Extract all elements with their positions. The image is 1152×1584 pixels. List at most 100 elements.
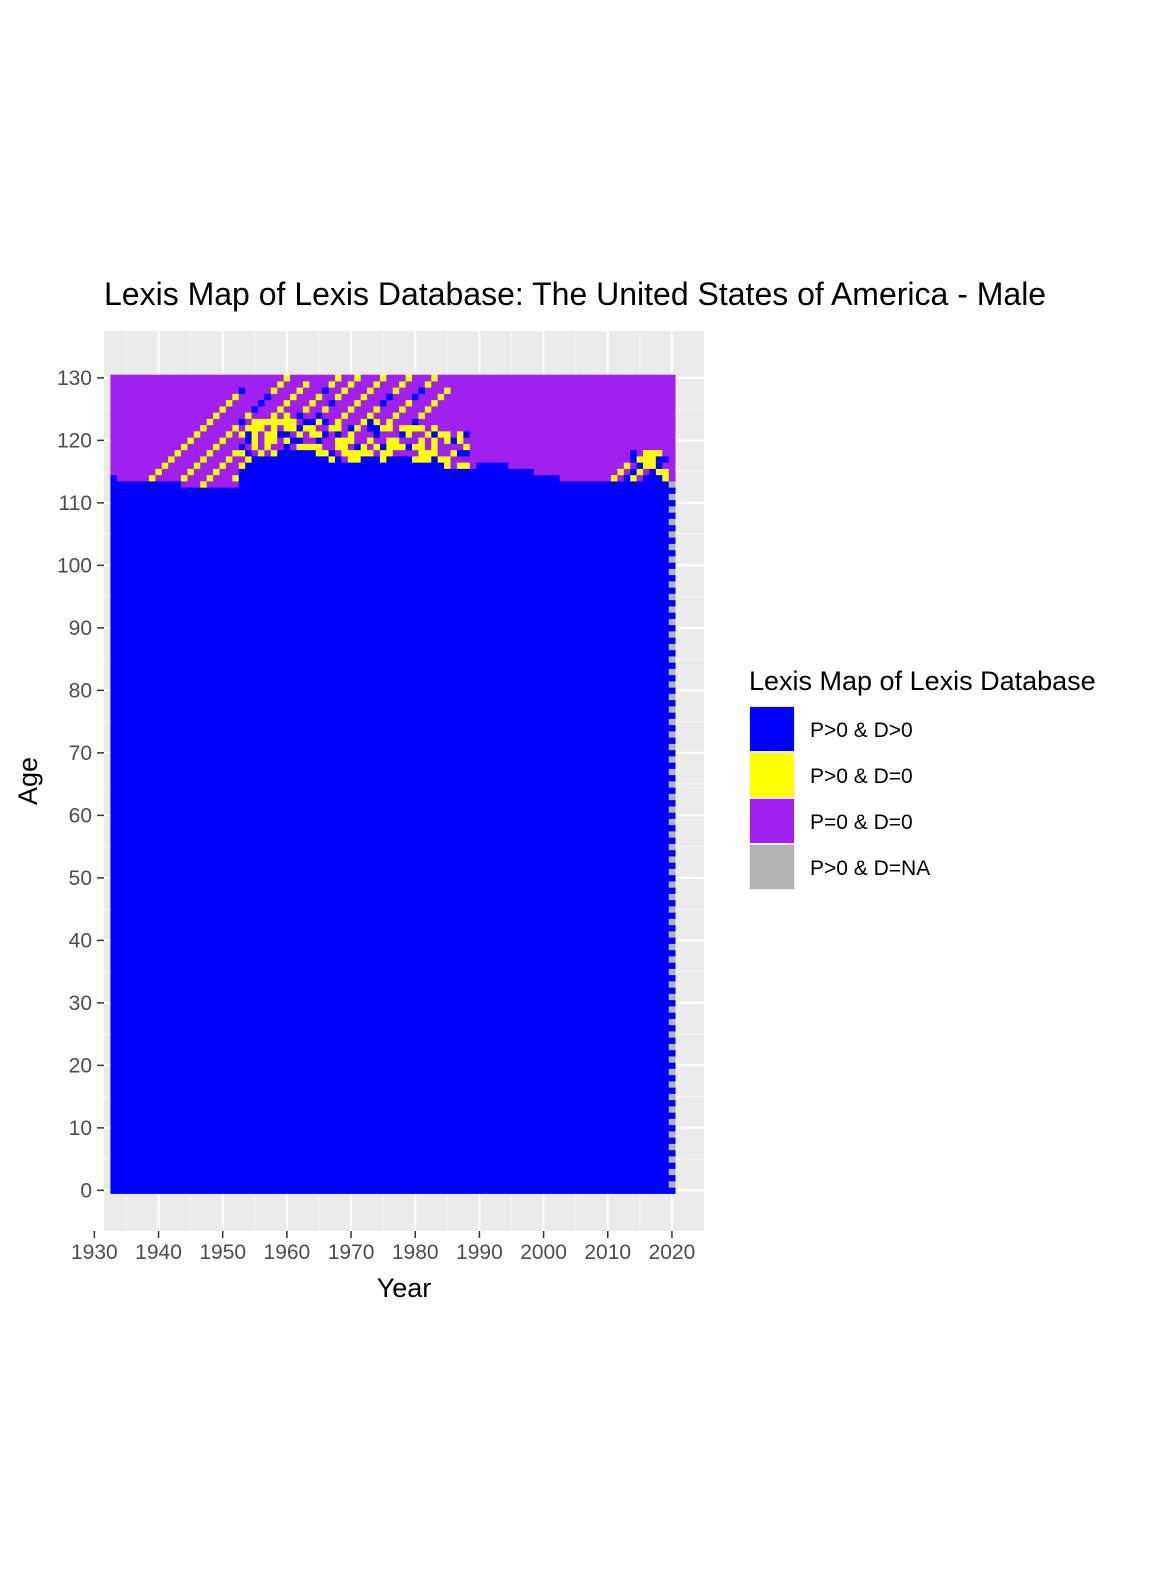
heatmap-cell (386, 374, 394, 394)
heatmap-cell (437, 399, 445, 432)
heatmap-cell (668, 674, 676, 682)
heatmap-cell (668, 1081, 676, 1088)
heatmap-cell (258, 399, 265, 407)
heatmap-cell (431, 374, 439, 382)
legend-item: P=0 & D=0 (749, 798, 913, 844)
legend-item: P>0 & D=0 (749, 752, 913, 798)
heatmap-cell (155, 474, 163, 482)
heatmap-cell (495, 374, 503, 463)
heatmap-cell (668, 662, 676, 669)
heatmap-cell (668, 881, 676, 888)
heatmap-cell (668, 506, 676, 513)
heatmap-cell (405, 406, 413, 426)
heatmap-cell (444, 387, 451, 394)
heatmap-cell (668, 937, 676, 944)
heatmap-cell (245, 431, 252, 444)
heatmap-cell (264, 374, 272, 394)
heatmap-cell (424, 387, 432, 407)
heatmap-cell (360, 374, 368, 394)
heatmap-cell (424, 449, 432, 463)
heatmap-cell (354, 462, 362, 1194)
heatmap-cell (450, 374, 458, 438)
heatmap-cell (373, 449, 381, 457)
y-tick-label: 0 (80, 1179, 92, 1202)
heatmap-cell (219, 437, 227, 444)
legend-item: P>0 & D>0 (749, 706, 913, 752)
heatmap-cell (405, 437, 413, 444)
heatmap-cell (148, 481, 156, 1194)
heatmap-cell (668, 543, 676, 551)
heatmap-cell (367, 431, 374, 438)
heatmap-cell (219, 443, 227, 463)
heatmap-cell (123, 481, 131, 1194)
heatmap-cell (309, 418, 317, 426)
heatmap-cell (373, 437, 381, 444)
heatmap-cell (668, 956, 676, 963)
heatmap-cell (270, 412, 278, 444)
heatmap-cell (668, 1062, 676, 1069)
heatmap-cell (335, 449, 342, 457)
heatmap-cell (392, 393, 400, 413)
heatmap-cell (405, 456, 413, 1194)
heatmap-cell (418, 374, 426, 388)
heatmap-cell (315, 393, 323, 401)
heatmap-cell (232, 374, 240, 394)
heatmap-cell (354, 406, 362, 426)
heatmap-cell (379, 449, 387, 463)
heatmap-cell (668, 1149, 676, 1157)
heatmap-cell (540, 474, 548, 1194)
heatmap-cell (302, 387, 310, 407)
heatmap-cell (322, 437, 329, 451)
heatmap-cell (668, 862, 676, 869)
heatmap-cell (354, 443, 362, 451)
heatmap-cell (290, 443, 297, 451)
heatmap-cell (264, 393, 272, 401)
heatmap-cell (309, 443, 317, 451)
heatmap-cell (668, 974, 676, 982)
heatmap-cell (296, 437, 304, 444)
heatmap-cell (181, 487, 188, 1194)
heatmap-cell (155, 374, 163, 469)
heatmap-cell (187, 468, 195, 476)
heatmap-cell (668, 1031, 676, 1038)
heatmap-cell (527, 468, 535, 1194)
heatmap-cell (309, 424, 317, 438)
heatmap-cell (232, 393, 240, 401)
legend-swatch (750, 753, 794, 797)
heatmap-cell (206, 374, 214, 419)
heatmap-cell (354, 431, 362, 444)
heatmap-cell (617, 374, 625, 469)
heatmap-cell (168, 462, 175, 482)
heatmap-cell (225, 487, 233, 1194)
heatmap-cell (367, 437, 374, 444)
heatmap-cell (193, 437, 201, 463)
heatmap-cell (367, 374, 374, 388)
heatmap-cell (630, 374, 638, 451)
heatmap-cell (668, 856, 676, 863)
heatmap-cell (200, 374, 208, 426)
heatmap-cell (418, 418, 426, 426)
heatmap-cell (591, 374, 599, 482)
heatmap-cell (450, 468, 458, 1194)
heatmap-cell (630, 449, 638, 463)
heatmap-cell (386, 418, 394, 432)
heatmap-cell (482, 374, 490, 463)
heatmap-cell (373, 412, 381, 419)
heatmap-cell (591, 481, 599, 1194)
y-tick-label: 100 (57, 554, 92, 577)
heatmap-cell (264, 456, 272, 1194)
heatmap-cell (668, 512, 676, 519)
heatmap-cell (373, 443, 381, 451)
heatmap-cell (116, 374, 124, 482)
heatmap-cell (206, 474, 214, 482)
heatmap-cell (405, 449, 413, 457)
heatmap-cell (277, 381, 285, 388)
heatmap-cell (341, 437, 349, 457)
heatmap-cell (643, 449, 650, 469)
heatmap-cell (200, 481, 208, 488)
heatmap-cell (296, 387, 304, 394)
heatmap-cell (412, 424, 419, 432)
heatmap-cell (322, 456, 329, 1194)
heatmap-cell (238, 468, 246, 1194)
heatmap-cell (668, 574, 676, 582)
